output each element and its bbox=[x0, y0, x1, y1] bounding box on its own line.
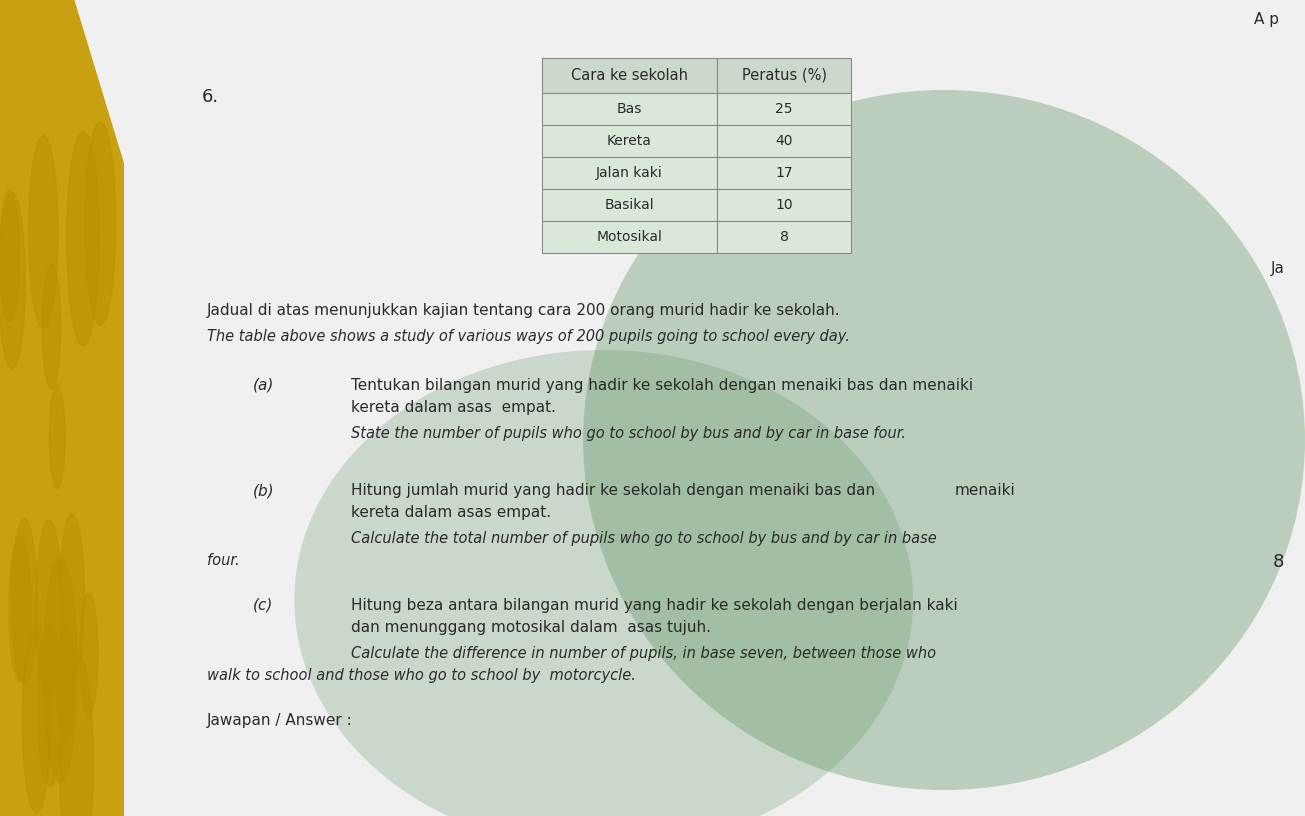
Text: Jadual di atas menunjukkan kajian tentang cara 200 orang murid hadir ke sekolah.: Jadual di atas menunjukkan kajian tentan… bbox=[206, 303, 840, 318]
Text: Ja: Ja bbox=[1271, 261, 1284, 276]
Text: 8: 8 bbox=[780, 230, 788, 244]
Text: Calculate the total number of pupils who go to school by bus and by car in base: Calculate the total number of pupils who… bbox=[351, 531, 937, 546]
Bar bbox=[718, 125, 851, 157]
Bar bbox=[542, 157, 718, 189]
Circle shape bbox=[9, 535, 31, 681]
Text: Basikal: Basikal bbox=[604, 198, 654, 212]
Text: The table above shows a study of various ways of 200 pupils going to school ever: The table above shows a study of various… bbox=[206, 329, 850, 344]
Text: kereta dalam asas empat.: kereta dalam asas empat. bbox=[351, 505, 551, 520]
Circle shape bbox=[29, 135, 57, 329]
Bar bbox=[718, 189, 851, 221]
Circle shape bbox=[59, 624, 74, 731]
Text: Jawapan / Answer :: Jawapan / Answer : bbox=[206, 713, 352, 728]
Circle shape bbox=[35, 520, 63, 698]
Circle shape bbox=[0, 190, 20, 322]
Text: kereta dalam asas  empat.: kereta dalam asas empat. bbox=[351, 400, 556, 415]
Text: Bas: Bas bbox=[617, 102, 642, 116]
Circle shape bbox=[59, 651, 94, 816]
Bar bbox=[718, 58, 851, 93]
Text: (c): (c) bbox=[253, 598, 274, 613]
Ellipse shape bbox=[583, 90, 1305, 790]
Ellipse shape bbox=[295, 350, 914, 816]
Text: (b): (b) bbox=[253, 483, 275, 498]
Text: 40: 40 bbox=[775, 134, 793, 148]
Bar bbox=[542, 93, 718, 125]
Circle shape bbox=[38, 624, 63, 787]
Circle shape bbox=[22, 626, 51, 813]
Circle shape bbox=[43, 557, 77, 782]
Circle shape bbox=[80, 593, 98, 715]
Text: dan menunggang motosikal dalam  asas tujuh.: dan menunggang motosikal dalam asas tuju… bbox=[351, 620, 711, 635]
Text: State the number of pupils who go to school by bus and by car in base four.: State the number of pupils who go to sch… bbox=[351, 426, 906, 441]
Circle shape bbox=[59, 514, 85, 680]
Circle shape bbox=[67, 131, 99, 346]
Bar bbox=[542, 189, 718, 221]
Text: 17: 17 bbox=[775, 166, 793, 180]
Text: Hitung jumlah murid yang hadir ke sekolah dengan menaiki bas dan: Hitung jumlah murid yang hadir ke sekola… bbox=[351, 483, 876, 498]
Bar bbox=[718, 221, 851, 253]
Circle shape bbox=[42, 264, 61, 388]
Circle shape bbox=[50, 385, 65, 489]
Text: menaiki: menaiki bbox=[954, 483, 1015, 498]
Text: Motosikal: Motosikal bbox=[596, 230, 663, 244]
Text: 6.: 6. bbox=[201, 88, 219, 106]
Text: Jalan kaki: Jalan kaki bbox=[596, 166, 663, 180]
Text: Hitung beza antara bilangan murid yang hadir ke sekolah dengan berjalan kaki: Hitung beza antara bilangan murid yang h… bbox=[351, 598, 958, 613]
Text: Peratus (%): Peratus (%) bbox=[741, 68, 826, 83]
Text: A p: A p bbox=[1254, 12, 1279, 27]
Circle shape bbox=[56, 627, 74, 745]
Text: 10: 10 bbox=[775, 198, 793, 212]
Text: Cara ke sekolah: Cara ke sekolah bbox=[572, 68, 688, 83]
Circle shape bbox=[12, 518, 37, 685]
Polygon shape bbox=[0, 0, 124, 816]
Bar bbox=[718, 93, 851, 125]
Text: four.: four. bbox=[206, 553, 239, 568]
Circle shape bbox=[0, 193, 25, 369]
Bar bbox=[718, 157, 851, 189]
Text: Kereta: Kereta bbox=[607, 134, 652, 148]
Text: 8: 8 bbox=[1272, 553, 1284, 571]
Text: Tentukan bilangan murid yang hadir ke sekolah dengan menaiki bas dan menaiki: Tentukan bilangan murid yang hadir ke se… bbox=[351, 378, 974, 393]
Bar bbox=[542, 221, 718, 253]
Circle shape bbox=[85, 122, 116, 326]
Text: 25: 25 bbox=[775, 102, 793, 116]
Text: walk to school and those who go to school by  motorcycle.: walk to school and those who go to schoo… bbox=[206, 668, 636, 683]
Bar bbox=[542, 125, 718, 157]
Text: (a): (a) bbox=[253, 378, 274, 393]
Bar bbox=[542, 58, 718, 93]
Text: Calculate the difference in number of pupils, in base seven, between those who: Calculate the difference in number of pu… bbox=[351, 646, 936, 661]
